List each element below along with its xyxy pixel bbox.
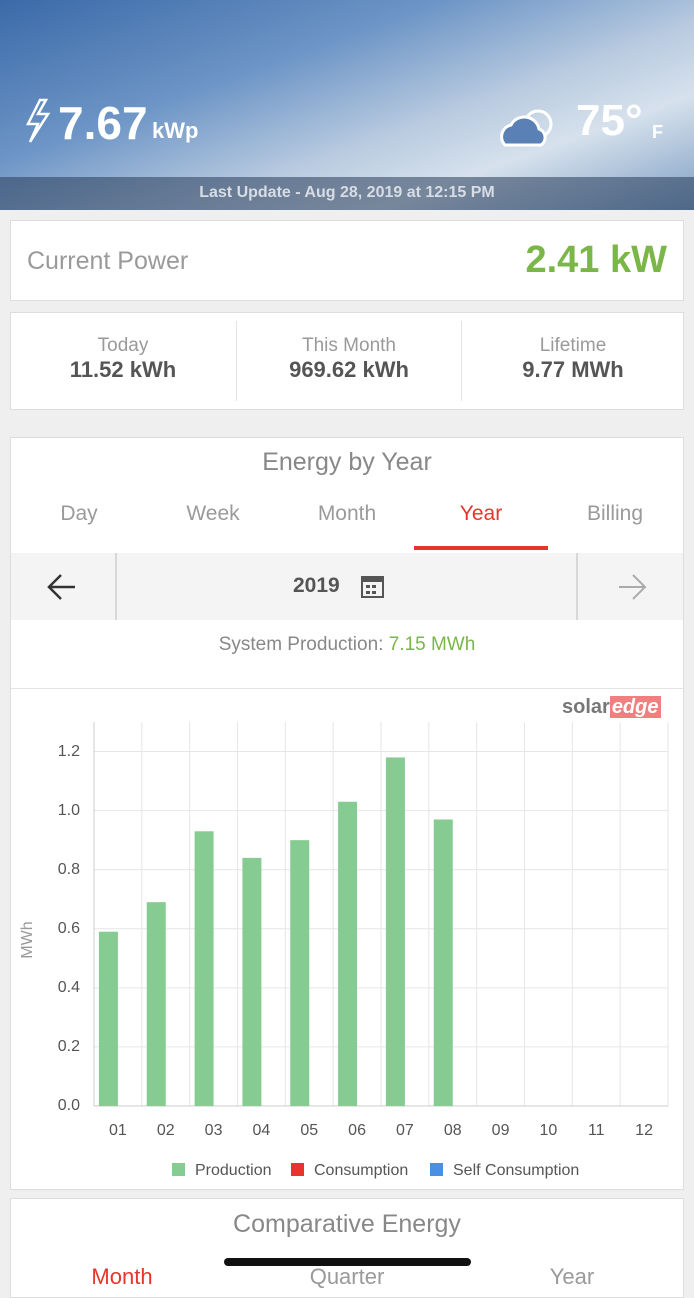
x-tick-label: 01	[109, 1122, 127, 1139]
comparative-title: Comparative Energy	[233, 1210, 461, 1238]
bar	[290, 840, 310, 1106]
current-power-card: Current Power 2.41 kW	[10, 220, 684, 301]
energy-title: Energy by Year	[262, 448, 432, 476]
legend-label: Self Consumption	[453, 1162, 579, 1179]
y-tick-label: 0.8	[58, 861, 80, 878]
x-tick-label: 08	[444, 1122, 462, 1139]
system-production: System Production: 7.15 MWh	[0, 634, 694, 656]
y-axis-label: MWh	[19, 921, 36, 958]
x-tick-label: 07	[396, 1122, 414, 1139]
last-update: Last Update - Aug 28, 2019 at 12:15 PM	[199, 184, 495, 201]
tab[interactable]: Billing	[586, 502, 644, 525]
stat: Today 11.52 kWh	[11, 313, 235, 409]
chart: MWh 0.0 0.2 0.4 0.6 0.8 1.0 1.2 01 02 03 04 05 06 07 0…	[19, 722, 669, 1179]
bar	[194, 831, 214, 1106]
legend-swatch	[291, 1163, 304, 1176]
logo-solar: solar	[562, 696, 610, 718]
prev-arrow[interactable]	[47, 574, 75, 600]
stat-label: Lifetime	[539, 335, 607, 356]
y-tick-label: 0.2	[58, 1038, 80, 1055]
tab[interactable]: Quarter	[309, 1264, 385, 1289]
y-tick-label: 0.6	[58, 920, 80, 937]
divider	[11, 688, 683, 689]
tab[interactable]: Day	[60, 502, 98, 525]
x-tick-label: 06	[348, 1122, 366, 1139]
stat-value: 9.77 MWh	[522, 357, 624, 382]
header: 7.67 kWp 75° F Last Update - Aug 28, 201…	[0, 0, 694, 210]
bar	[338, 801, 358, 1106]
stat-value: 11.52 kWh	[69, 357, 177, 382]
nav-icons	[47, 553, 647, 620]
tab-active[interactable]: Month	[91, 1264, 153, 1289]
stat: Lifetime 9.77 MWh	[461, 313, 685, 409]
legend-label: Production	[195, 1162, 272, 1179]
bar	[146, 902, 166, 1106]
period-nav: 2019	[11, 553, 683, 620]
y-tick-label: 1.0	[58, 802, 80, 819]
x-tick-label: 03	[205, 1122, 223, 1139]
tab[interactable]: Year	[549, 1264, 595, 1289]
logo-edge: edge	[609, 696, 661, 718]
temperature: 75°	[576, 96, 643, 145]
y-tick-label: 1.2	[58, 743, 80, 760]
period: 2019	[293, 574, 340, 597]
stat-value: 969.62 kWh	[289, 357, 409, 382]
header-art	[0, 98, 694, 210]
y-tick-label: 0.4	[58, 979, 80, 996]
stat-label: This Month	[302, 335, 396, 356]
production-value: 7.15 MWh	[388, 634, 476, 655]
logo: solar edge	[562, 696, 661, 719]
y-tick-label: 0.0	[58, 1097, 80, 1114]
current-power-label: Current Power	[27, 247, 189, 275]
system-size: 7.67	[58, 97, 148, 149]
x-tick-label: 11	[588, 1122, 605, 1139]
legend-swatch	[172, 1163, 185, 1176]
bar	[433, 819, 453, 1106]
bar	[242, 857, 262, 1106]
home-indicator	[224, 1258, 471, 1266]
production-label: System Production:	[218, 634, 384, 655]
stat-label: Today	[97, 335, 149, 356]
tab[interactable]: Week	[186, 502, 240, 525]
x-tick-label: 12	[635, 1122, 653, 1139]
tab-active[interactable]: Year	[414, 502, 548, 550]
temperature-unit: F	[652, 122, 663, 142]
x-tick-label: 10	[540, 1122, 558, 1139]
current-power-value: 2.41 kW	[525, 239, 667, 281]
x-tick-label: 04	[253, 1122, 271, 1139]
stats-card: Today 11.52 kWh This Month 969.62 kWh Life…	[10, 312, 684, 410]
legend-swatch	[430, 1163, 443, 1176]
x-tick-label: 09	[492, 1122, 510, 1139]
system-unit: kWp	[152, 118, 199, 143]
x-tick-label: 02	[157, 1122, 175, 1139]
tab[interactable]: Month	[317, 502, 377, 525]
bar	[385, 757, 405, 1106]
legend-label: Consumption	[314, 1162, 408, 1179]
next-arrow[interactable]	[619, 574, 647, 600]
stat: This Month 969.62 kWh	[236, 321, 462, 401]
bar	[98, 931, 118, 1106]
x-tick-label: 05	[300, 1122, 318, 1139]
